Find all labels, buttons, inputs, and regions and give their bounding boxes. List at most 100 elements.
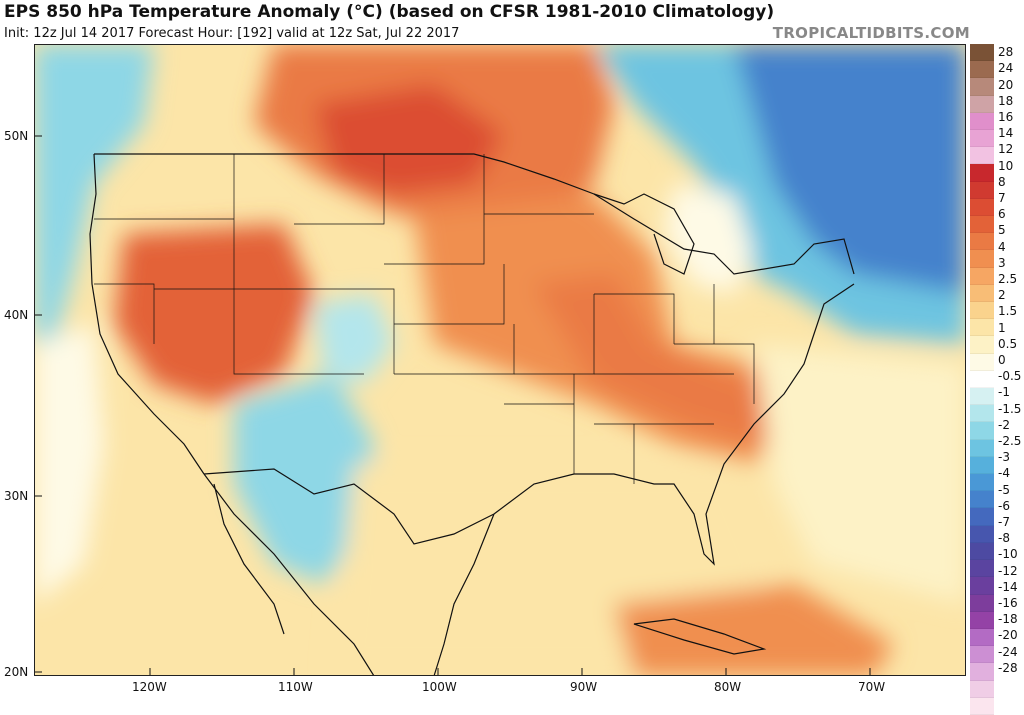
legend-swatch — [970, 95, 994, 113]
legend-label: 2 — [998, 288, 1006, 303]
legend-label: 24 — [998, 61, 1014, 76]
legend-swatch — [970, 439, 994, 457]
legend-label: -28 — [998, 660, 1018, 675]
legend-label: -5 — [998, 482, 1010, 497]
legend-label: -0.5 — [998, 369, 1022, 384]
legend-swatch — [970, 663, 994, 681]
legend-swatch — [970, 680, 994, 698]
legend-label: 20 — [998, 77, 1014, 92]
legend-swatch — [970, 560, 994, 578]
legend-swatch — [970, 628, 994, 647]
legend-label: 1.5 — [998, 304, 1018, 319]
legend-label: -6 — [998, 498, 1010, 513]
chart-title: EPS 850 hPa Temperature Anomaly (°C) (ba… — [4, 2, 775, 22]
legend-label: -4 — [998, 466, 1010, 481]
legend-swatch — [970, 508, 994, 526]
baja-peninsula — [213, 483, 285, 635]
legend-label: -1.5 — [998, 401, 1022, 416]
lat-label-30n: 30N — [4, 489, 29, 503]
legend-swatch — [970, 370, 994, 389]
legend-swatch — [970, 646, 994, 664]
legend-swatch — [970, 336, 994, 354]
legend-label: 10 — [998, 158, 1014, 173]
legend-swatch — [970, 542, 994, 561]
legend-swatch — [970, 525, 994, 543]
legend-label: 3 — [998, 255, 1006, 270]
chart-subtitle: Init: 12z Jul 14 2017 Forecast Hour: [19… — [4, 26, 460, 41]
legend-label: 6 — [998, 207, 1006, 222]
legend-swatch — [970, 198, 994, 217]
legend-label: -14 — [998, 579, 1018, 594]
rockies-cool-region — [314, 294, 394, 384]
legend-swatch — [970, 233, 994, 251]
legend-label: 8 — [998, 174, 1006, 189]
lon-label-110w: 110W — [278, 680, 313, 694]
state-borders — [94, 154, 755, 484]
legend-swatch — [970, 474, 994, 492]
legend-swatch — [970, 130, 994, 148]
legend-swatch — [970, 577, 994, 595]
legend-label: -3 — [998, 450, 1010, 465]
mexico-west-coast — [203, 473, 375, 676]
pacific-cool-region — [34, 44, 154, 364]
north-plains-hot-region — [314, 84, 504, 194]
legend-swatch — [970, 456, 994, 475]
legend-label: -24 — [998, 644, 1018, 659]
legend-label: -2 — [998, 417, 1010, 432]
lat-label-50n: 50N — [4, 129, 29, 143]
southwest-cool-region — [234, 374, 374, 584]
legend-label: 28 — [998, 45, 1014, 60]
legend-label: 0.5 — [998, 336, 1018, 351]
legend-label: 16 — [998, 109, 1014, 124]
legend-swatch — [970, 611, 994, 629]
legend-swatch — [970, 353, 994, 371]
us-canada-border — [94, 153, 855, 275]
legend-swatch — [970, 284, 994, 303]
pacific-pale-region — [34, 324, 104, 604]
brand-watermark: TROPICALTIDBITS.COM — [772, 24, 970, 42]
legend-label: -12 — [998, 563, 1018, 578]
legend-label: 7 — [998, 190, 1006, 205]
legend-swatch — [970, 112, 994, 131]
legend-swatch — [970, 164, 994, 182]
legend-swatch — [970, 422, 994, 440]
legend-label: 14 — [998, 126, 1014, 141]
legend-swatch — [970, 388, 994, 406]
gulf-coast-line — [493, 283, 855, 566]
coastline-outline — [89, 153, 855, 676]
legend-swatch — [970, 697, 994, 715]
legend-swatch — [970, 491, 994, 509]
caribbean-warm-region — [614, 584, 894, 676]
anomaly-map — [34, 44, 966, 676]
legend-swatch — [970, 594, 994, 612]
lon-label-80w: 80W — [714, 680, 742, 694]
legend-label: -1 — [998, 385, 1010, 400]
legend-label: -2.5 — [998, 434, 1022, 449]
great-lakes-outline — [593, 193, 695, 275]
legend-label: -18 — [998, 612, 1018, 627]
map-frame — [34, 44, 966, 676]
legend-label: 12 — [998, 142, 1014, 157]
lat-label-20n: 20N — [4, 665, 29, 679]
legend-label: 0 — [998, 353, 1006, 367]
lon-label-70w: 70W — [858, 680, 886, 694]
lat-label-40n: 40N — [4, 308, 29, 322]
lon-label-100w: 100W — [422, 680, 457, 694]
lon-label-90w: 90W — [570, 680, 598, 694]
legend-label: -7 — [998, 515, 1010, 530]
legend-swatch — [970, 319, 994, 337]
legend-swatch — [970, 250, 994, 268]
atlantic-warm-region — [754, 344, 966, 604]
legend-label: -10 — [998, 547, 1018, 562]
legend-swatch — [970, 216, 994, 234]
lon-label-120w: 120W — [132, 680, 167, 694]
legend-label: -8 — [998, 531, 1010, 546]
legend-label: -20 — [998, 628, 1018, 643]
color-scale-legend — [970, 44, 994, 715]
northeast-colder-region — [734, 44, 966, 294]
legend-swatch — [970, 147, 994, 165]
great-basin-hot-region — [114, 224, 314, 404]
legend-swatch — [970, 405, 994, 423]
legend-swatch — [970, 302, 994, 320]
legend-label: 2.5 — [998, 271, 1018, 286]
